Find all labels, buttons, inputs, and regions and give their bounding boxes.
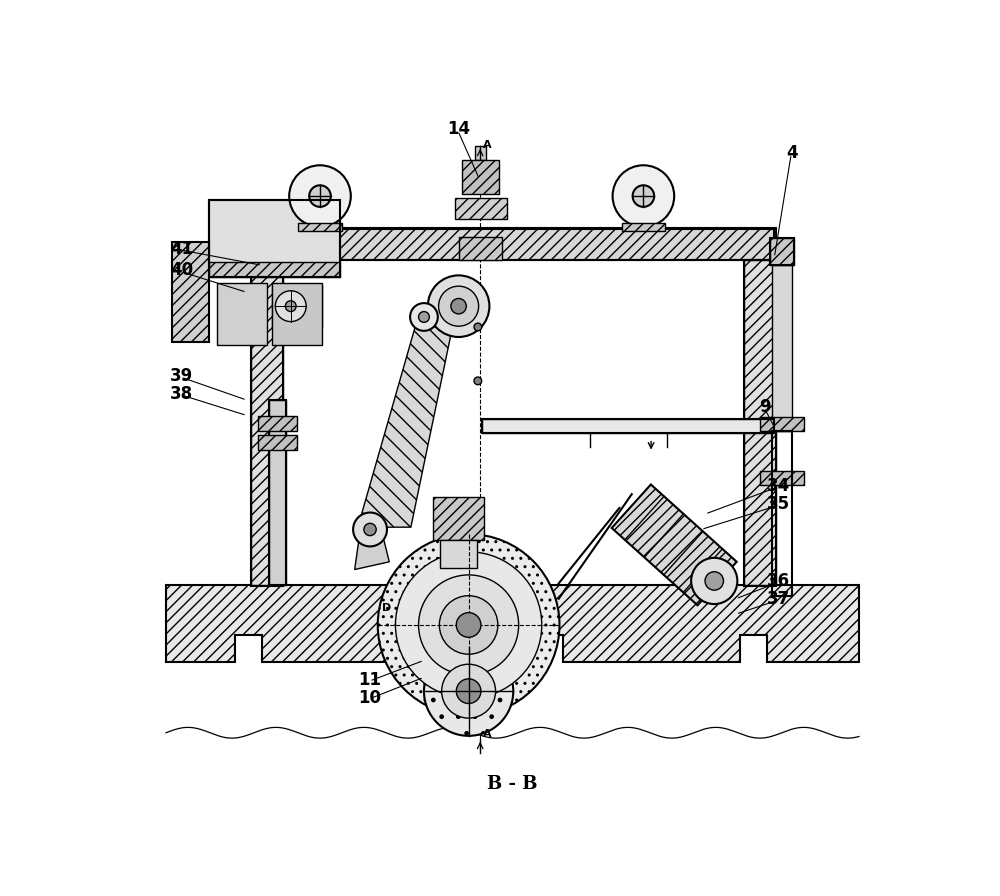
Text: D: D xyxy=(382,603,391,613)
Circle shape xyxy=(353,513,387,547)
Bar xyxy=(217,283,267,345)
Bar xyxy=(760,471,804,485)
Bar xyxy=(209,262,340,277)
Text: 40: 40 xyxy=(170,262,193,280)
Bar xyxy=(251,260,283,585)
Text: 10: 10 xyxy=(358,689,382,707)
Text: 14: 14 xyxy=(447,120,470,139)
Bar xyxy=(772,431,792,597)
Bar xyxy=(209,200,340,277)
Circle shape xyxy=(289,165,351,227)
Bar xyxy=(475,146,486,159)
Text: 9: 9 xyxy=(759,398,771,416)
Bar xyxy=(251,228,776,260)
Text: B - B: B - B xyxy=(487,774,538,793)
Circle shape xyxy=(419,575,519,675)
Bar xyxy=(772,265,792,431)
Bar xyxy=(744,260,776,585)
Circle shape xyxy=(439,596,498,654)
Bar xyxy=(209,200,340,277)
Circle shape xyxy=(428,275,489,337)
Text: 11: 11 xyxy=(358,671,382,689)
Circle shape xyxy=(456,613,481,637)
Polygon shape xyxy=(166,585,859,662)
Text: 39: 39 xyxy=(170,366,193,385)
Bar xyxy=(258,416,297,431)
Circle shape xyxy=(442,664,496,718)
Bar xyxy=(462,159,499,194)
Bar xyxy=(251,229,774,260)
Circle shape xyxy=(451,298,466,314)
Polygon shape xyxy=(612,485,737,606)
Circle shape xyxy=(691,558,737,604)
Bar xyxy=(272,283,322,345)
Circle shape xyxy=(395,552,542,698)
Circle shape xyxy=(424,647,513,736)
Bar xyxy=(744,260,776,587)
Text: 34: 34 xyxy=(767,477,790,495)
Text: 41: 41 xyxy=(170,240,193,258)
Text: 35: 35 xyxy=(767,495,790,513)
Text: 38: 38 xyxy=(170,384,193,402)
Bar xyxy=(172,242,209,342)
Circle shape xyxy=(285,301,296,312)
Circle shape xyxy=(474,323,482,331)
Bar xyxy=(482,419,774,434)
Bar xyxy=(258,435,297,450)
Bar xyxy=(770,238,794,265)
Circle shape xyxy=(633,185,654,207)
Circle shape xyxy=(275,291,306,322)
Bar xyxy=(251,260,283,587)
Bar xyxy=(482,419,774,434)
Text: A: A xyxy=(483,729,492,739)
Circle shape xyxy=(439,286,479,326)
Text: 36: 36 xyxy=(767,573,790,590)
Bar xyxy=(459,237,502,260)
Bar xyxy=(298,223,342,231)
Circle shape xyxy=(378,534,559,716)
Circle shape xyxy=(474,377,482,384)
Bar xyxy=(622,223,665,231)
Circle shape xyxy=(419,312,429,323)
Polygon shape xyxy=(355,515,389,570)
Bar xyxy=(272,285,322,327)
Bar xyxy=(455,198,507,220)
Circle shape xyxy=(309,185,331,207)
Circle shape xyxy=(456,679,481,703)
Polygon shape xyxy=(360,323,451,527)
Bar xyxy=(440,540,477,568)
Text: A: A xyxy=(483,140,492,150)
Bar xyxy=(269,401,286,585)
Bar xyxy=(269,401,286,585)
Bar xyxy=(760,417,804,431)
Bar xyxy=(770,238,794,265)
Circle shape xyxy=(705,572,723,590)
Circle shape xyxy=(613,165,674,227)
Circle shape xyxy=(410,303,438,331)
Text: 4: 4 xyxy=(786,143,797,161)
Circle shape xyxy=(364,523,376,536)
Text: 37: 37 xyxy=(767,590,790,608)
Bar xyxy=(433,497,484,540)
